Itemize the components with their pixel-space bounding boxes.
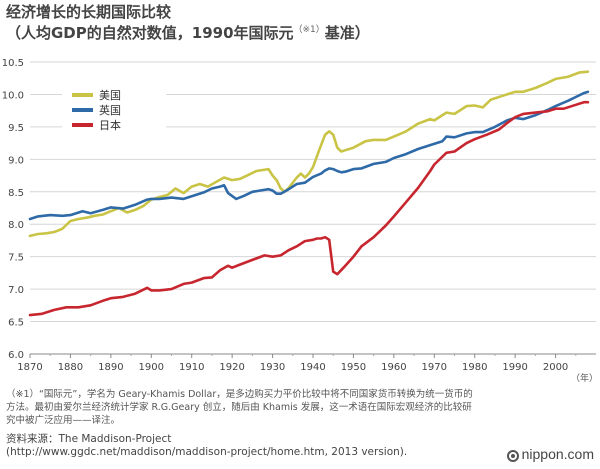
legend-label: 美国 [99, 89, 121, 102]
x-tick-label: 1920 [219, 362, 244, 373]
y-tick-label: 6.5 [8, 318, 24, 329]
x-tick-label: 1960 [381, 362, 406, 373]
y-tick-label: 9.0 [8, 155, 24, 166]
series-line-3 [28, 100, 590, 317]
x-tick-label: 1870 [17, 362, 42, 373]
x-tick-label: 1940 [300, 362, 325, 373]
x-tick-label: 1890 [98, 362, 123, 373]
x-tick-label: 1910 [179, 362, 204, 373]
source-label: 资料来源：The Maddison-Project [6, 433, 172, 445]
nippon-logo-icon [506, 450, 519, 462]
x-tick-label: 1930 [260, 362, 285, 373]
plot-series [28, 70, 590, 317]
y-tick-label: 8.5 [8, 188, 24, 199]
y-tick-label: 7.0 [8, 285, 24, 296]
source-url: (http://www.ggdc.net/maddison/maddison-p… [6, 446, 408, 458]
source-note: 资料来源：The Maddison-Project (http://www.ggd… [6, 433, 476, 459]
chart-subtitle: （人均GDP的自然对数值，1990年国际元（※1）基准） [6, 21, 370, 43]
x-tick-label: 2000 [543, 362, 568, 373]
x-tick-label: 1880 [58, 362, 83, 373]
legend-label: 英国 [99, 103, 121, 117]
y-tick-label: 10.5 [2, 58, 24, 69]
brand-text: nippon.com [521, 446, 594, 462]
legend-label: 日本 [99, 118, 121, 132]
x-tick-label: 1990 [502, 362, 527, 373]
x-axis-tick-labels: 1870 1880 1890 1900 1910 1920 1930 1940 1950 1960… [17, 354, 577, 373]
brand-logo[interactable]: nippon.com [506, 446, 594, 462]
y-tick-label: 10.0 [2, 90, 24, 101]
subtitle-end: 基准） [324, 24, 370, 42]
y-tick-label: 8.0 [8, 220, 24, 231]
x-tick-label: 1980 [462, 362, 487, 373]
x-tick-label: 1950 [341, 362, 366, 373]
subtitle-footnote-mark: （※1） [293, 25, 325, 35]
x-tick-label: 1900 [139, 362, 164, 373]
x-axis-unit-label: （年） [571, 372, 598, 384]
series-line-2 [28, 90, 590, 221]
subtitle-main: （人均GDP的自然对数值，1990年国际元 [6, 24, 294, 42]
y-tick-label: 6.0 [8, 350, 24, 361]
footnote: （※1）“国际元”，学名为 Geary-Khamis Dollar，是多边购买力… [6, 389, 473, 426]
chart-title: 经济增长的长期国际比较 [6, 3, 172, 21]
series-line-1 [28, 70, 590, 238]
y-tick-label: 7.5 [8, 253, 24, 264]
y-tick-label: 9.5 [8, 123, 24, 134]
x-tick-label: 1970 [422, 362, 447, 373]
y-axis-tick-labels: 6.0 6.5 7.0 7.5 8.0 8.5 9.0 9.5 10.0 10.5 [2, 58, 24, 361]
